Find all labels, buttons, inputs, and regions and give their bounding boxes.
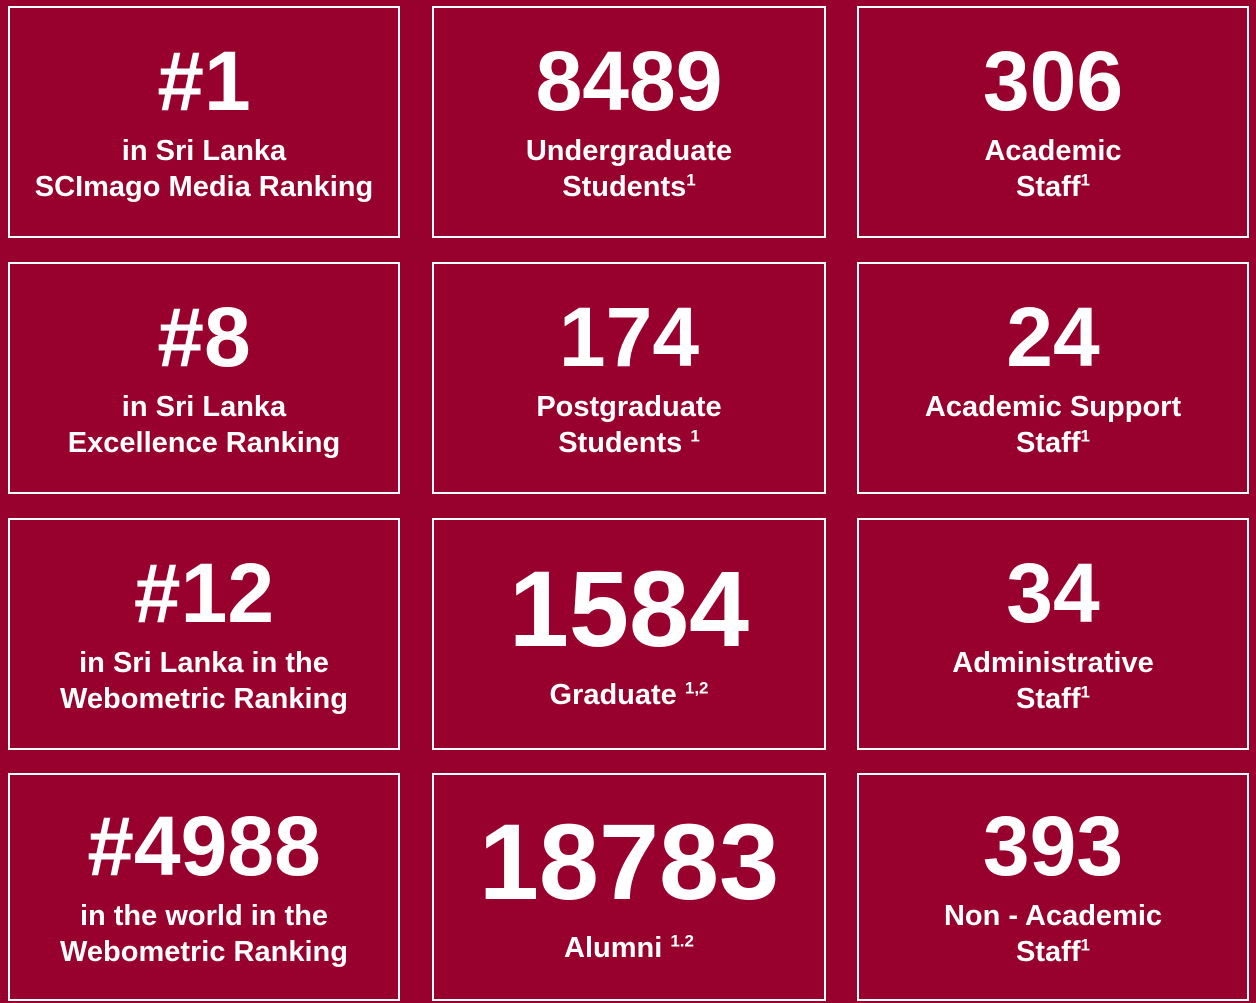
footnote-marker: 1 [1080,935,1090,955]
label-text: Staff [1016,171,1081,203]
stat-tile: 174 Postgraduate Students 1 [432,262,826,494]
label-text: SCImago Media Ranking [34,171,374,203]
stat-label: in Sri Lanka [122,389,286,425]
stat-label: Academic [984,133,1121,169]
stat-label: Webometric Ranking [60,681,348,717]
stat-label: in Sri Lanka in the [79,645,329,681]
stat-number: 24 [1006,290,1100,384]
label-text: in Sri Lanka [121,391,287,423]
label-text: in the world in the [79,900,329,932]
label-text: Staff [1016,936,1081,968]
label-text: Academic Support [924,391,1182,423]
stat-label: Webometric Ranking [60,934,348,970]
stat-tile: #12 in Sri Lanka in the Webometric Ranking [8,518,400,750]
label-text: Postgraduate [536,391,722,423]
label-text: in Sri Lanka [121,135,287,167]
label-text: Excellence Ranking [67,427,341,459]
stat-label: Staff1 [1016,169,1090,205]
stat-label: Excellence Ranking [68,425,340,461]
label-text: Administrative [952,647,1154,679]
stat-number: #4988 [87,799,321,893]
stat-tile: 393 Non - Academic Staff1 [857,773,1249,1001]
stat-label: SCImago Media Ranking [35,169,373,205]
stat-label: Administrative [952,645,1153,681]
footnote-marker: 1 [1080,682,1090,702]
stat-number: #1 [157,34,251,128]
label-text: Staff [1016,427,1081,459]
footnote-marker: 1,2 [684,678,709,698]
stat-tile: 1584 Graduate 1,2 [432,518,826,750]
label-text: Students [562,171,687,203]
stat-label: Academic Support [925,389,1181,425]
stat-tile: 8489 Undergraduate Students1 [432,6,826,238]
stat-label: Students1 [562,169,696,205]
stat-number: 8489 [535,34,723,128]
label-text: in Sri Lanka in the [79,647,329,679]
stat-number: #8 [157,290,251,384]
stat-label: Staff1 [1016,425,1090,461]
footnote-marker: 1 [1080,170,1090,190]
stat-tile: 24 Academic Support Staff1 [857,262,1249,494]
label-text: Webometric Ranking [60,683,348,715]
footnote-marker: 1 [690,426,700,446]
stat-label: in Sri Lanka [122,133,286,169]
label-text: Academic [984,135,1122,167]
stat-number: 34 [1006,546,1100,640]
stat-tile: 306 Academic Staff1 [857,6,1249,238]
stat-number: #12 [133,546,275,640]
label-text: Students [558,427,691,459]
stat-label: Postgraduate [536,389,721,425]
footnote-marker: 1 [686,170,696,190]
stat-number: 174 [558,290,700,384]
stat-label: Staff1 [1016,934,1090,970]
stat-label: Graduate 1,2 [549,677,708,713]
stat-label: in the world in the [80,898,328,934]
label-text: Graduate [549,679,685,711]
label-text: Alumni [564,932,671,964]
stat-tile: #8 in Sri Lanka Excellence Ranking [8,262,400,494]
stat-number: 1584 [508,548,750,669]
stat-label: Non - Academic [944,898,1162,934]
label-text: Non - Academic [943,900,1163,932]
stat-tile: 18783 Alumni 1.2 [432,773,826,1001]
stat-label: Alumni 1.2 [564,930,694,966]
label-text: Undergraduate [525,135,733,167]
label-text: Staff [1016,683,1081,715]
stat-number: 393 [982,799,1124,893]
stat-tile: #1 in Sri Lanka SCImago Media Ranking [8,6,400,238]
footnote-marker: 1.2 [670,931,694,951]
stat-label: Undergraduate [526,133,732,169]
stat-label: Students 1 [558,425,700,461]
stat-number: 18783 [478,801,780,922]
stat-label: Staff1 [1016,681,1090,717]
footnote-marker: 1 [1080,426,1090,446]
label-text: Webometric Ranking [60,936,348,968]
stat-tile: 34 Administrative Staff1 [857,518,1249,750]
stat-number: 306 [982,34,1124,128]
stat-tile: #4988 in the world in the Webometric Ranki… [8,773,400,1001]
